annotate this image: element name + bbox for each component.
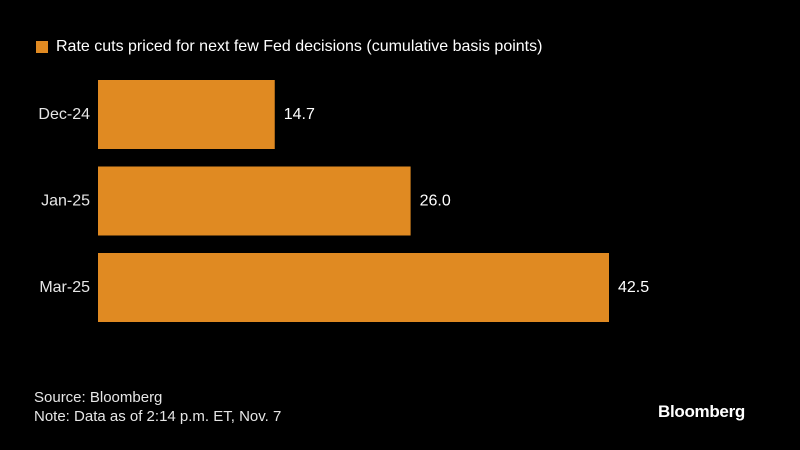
legend-swatch <box>36 41 48 53</box>
bar-jan-25 <box>98 166 411 236</box>
source-note: Source: Bloomberg <box>34 389 163 406</box>
legend-label: Rate cuts priced for next few Fed decisi… <box>56 38 543 55</box>
value-label: 42.5 <box>618 279 649 296</box>
value-label: 14.7 <box>284 106 315 123</box>
data-note: Note: Data as of 2:14 p.m. ET, Nov. 7 <box>34 408 282 425</box>
bar-dec-24 <box>98 80 275 149</box>
category-label: Dec-24 <box>38 106 90 123</box>
chart-legend: Rate cuts priced for next few Fed decisi… <box>36 38 542 56</box>
category-label: Mar-25 <box>39 279 90 296</box>
bar-mar-25 <box>98 253 609 322</box>
value-label: 26.0 <box>420 193 451 210</box>
bloomberg-logo: Bloomberg <box>657 402 745 421</box>
chart-footer: Source: Bloomberg Note: Data as of 2:14 … <box>34 388 281 426</box>
category-label: Jan-25 <box>41 193 90 210</box>
